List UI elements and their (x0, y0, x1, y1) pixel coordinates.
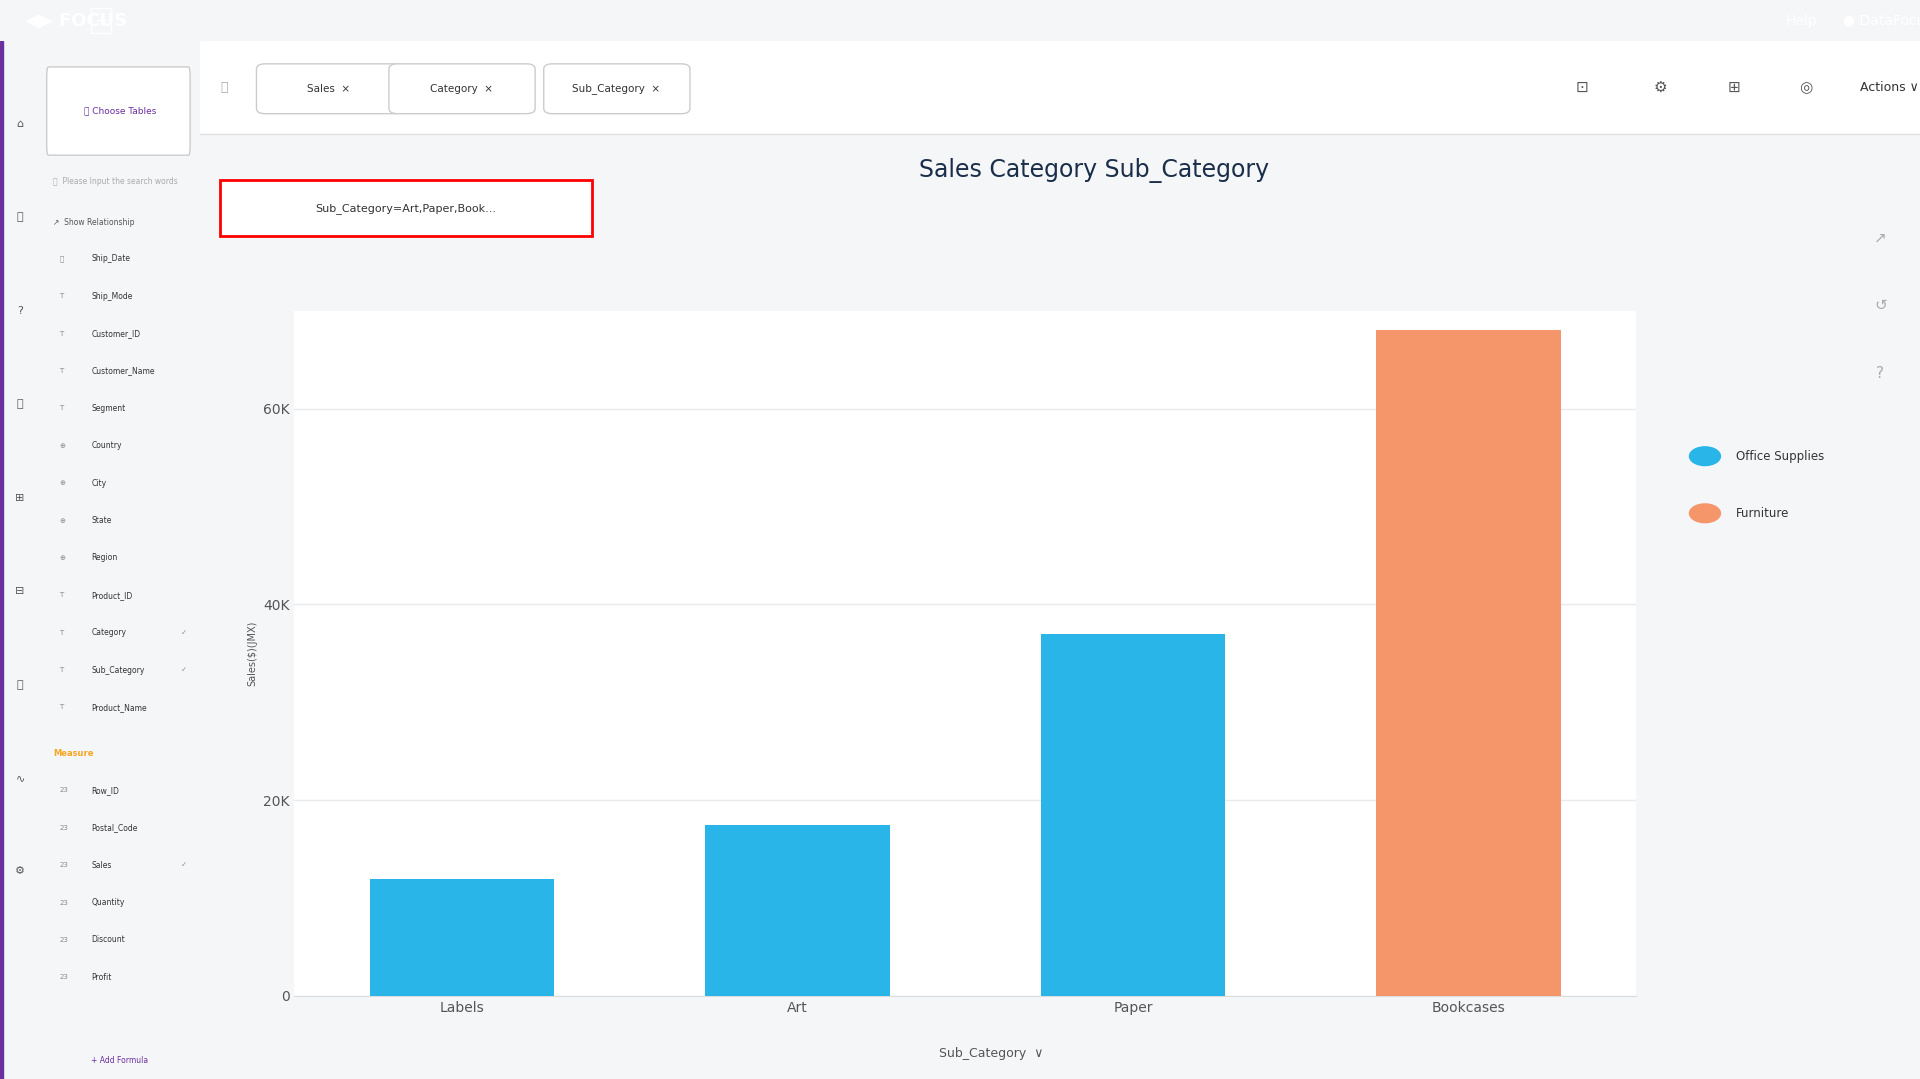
Text: T: T (60, 592, 63, 598)
Text: 📊 Choose Tables: 📊 Choose Tables (84, 106, 156, 115)
Text: ◎: ◎ (1799, 80, 1812, 95)
Text: ↺: ↺ (1874, 298, 1887, 313)
Bar (1377, 330, 1561, 996)
Text: City: City (92, 479, 106, 488)
Text: Region: Region (92, 554, 117, 562)
Text: Profit: Profit (92, 973, 111, 982)
Text: T: T (60, 293, 63, 299)
Text: T: T (60, 630, 63, 636)
FancyBboxPatch shape (221, 180, 591, 236)
FancyBboxPatch shape (390, 64, 536, 113)
Text: ⚙: ⚙ (15, 866, 25, 876)
Text: ⌂: ⌂ (17, 119, 23, 129)
Text: Ship_Mode: Ship_Mode (92, 291, 132, 301)
Text: 👤: 👤 (17, 680, 23, 689)
Text: Product_Name: Product_Name (92, 702, 148, 712)
Text: Segment: Segment (92, 404, 125, 413)
Bar (371, 878, 555, 996)
Text: ⚙: ⚙ (1653, 80, 1667, 95)
Text: 📅: 📅 (60, 256, 63, 262)
Text: Sales  ×: Sales × (307, 84, 349, 94)
Text: T: T (60, 705, 63, 710)
FancyBboxPatch shape (46, 67, 190, 155)
FancyBboxPatch shape (257, 64, 403, 113)
Text: 📋: 📋 (17, 399, 23, 409)
Text: ?: ? (17, 305, 23, 316)
Text: ✓: ✓ (180, 862, 186, 869)
Text: 23: 23 (60, 974, 69, 981)
Y-axis label: Sales($)(JMX): Sales($)(JMX) (248, 620, 257, 686)
Bar (705, 824, 889, 996)
Text: ↗: ↗ (1874, 231, 1887, 246)
Text: ⊕: ⊕ (60, 480, 65, 487)
Text: ◀▶ FOCUS: ◀▶ FOCUS (25, 12, 127, 29)
Text: ?: ? (1876, 366, 1884, 381)
Text: ⊟: ⊟ (15, 586, 25, 596)
Text: +: + (94, 12, 108, 29)
Text: 23: 23 (60, 788, 69, 793)
Text: ⊕: ⊕ (60, 442, 65, 449)
Text: State: State (92, 516, 111, 525)
Text: Sub_Category  ×: Sub_Category × (572, 83, 660, 94)
Bar (0, 41, 2, 1079)
Text: ⊕: ⊕ (60, 555, 65, 561)
Text: Customer_ID: Customer_ID (92, 329, 140, 338)
Text: ⊞: ⊞ (15, 493, 25, 503)
Text: Postal_Code: Postal_Code (92, 823, 138, 832)
Text: 23: 23 (60, 862, 69, 869)
Text: Sales Category Sub_Category: Sales Category Sub_Category (920, 159, 1269, 183)
Text: Sub_Category=Art,Paper,Book...: Sub_Category=Art,Paper,Book... (315, 203, 497, 214)
Text: Furniture: Furniture (1736, 507, 1789, 520)
Text: ⊞: ⊞ (1728, 80, 1740, 95)
Text: ∿: ∿ (15, 773, 25, 783)
Text: ↗  Show Relationship: ↗ Show Relationship (54, 218, 134, 228)
Text: ⊕: ⊕ (60, 518, 65, 523)
Text: ✓: ✓ (180, 667, 186, 673)
FancyBboxPatch shape (543, 64, 689, 113)
Circle shape (1690, 504, 1720, 522)
Text: Customer_Name: Customer_Name (92, 367, 156, 375)
Text: 23: 23 (60, 900, 69, 905)
Text: 🔍: 🔍 (221, 81, 228, 94)
Text: ⊡: ⊡ (1576, 80, 1588, 95)
Text: ● DataFocus ▼: ● DataFocus ▼ (1843, 14, 1920, 27)
Text: 🔍: 🔍 (17, 213, 23, 222)
Text: Category: Category (92, 628, 127, 638)
Text: Office Supplies: Office Supplies (1736, 450, 1824, 463)
Circle shape (1690, 447, 1720, 465)
Text: Sub_Category  ∨: Sub_Category ∨ (939, 1047, 1043, 1060)
Text: T: T (60, 406, 63, 411)
Text: Measure: Measure (54, 749, 94, 757)
Text: T: T (60, 331, 63, 337)
Bar (1041, 633, 1225, 996)
Text: Help: Help (1786, 14, 1816, 27)
Text: + Add Formula: + Add Formula (92, 1056, 148, 1065)
Text: Sub_Category: Sub_Category (92, 666, 144, 674)
Text: Country: Country (92, 441, 121, 450)
Text: 23: 23 (60, 824, 69, 831)
Text: Row_ID: Row_ID (92, 786, 119, 795)
Text: Ship_Date: Ship_Date (92, 255, 131, 263)
Text: Category  ×: Category × (430, 84, 493, 94)
Text: Sales: Sales (92, 861, 111, 870)
Bar (200, 41, 1920, 135)
Text: Discount: Discount (92, 935, 125, 944)
Text: Product_ID: Product_ID (92, 591, 132, 600)
Text: Actions ∨: Actions ∨ (1860, 81, 1918, 94)
Text: ✓: ✓ (180, 630, 186, 636)
Text: Quantity: Quantity (92, 898, 125, 907)
Text: T: T (60, 368, 63, 374)
Text: T: T (60, 667, 63, 673)
Text: 23: 23 (60, 937, 69, 943)
Text: 🔍  Please Input the search words: 🔍 Please Input the search words (54, 177, 179, 186)
